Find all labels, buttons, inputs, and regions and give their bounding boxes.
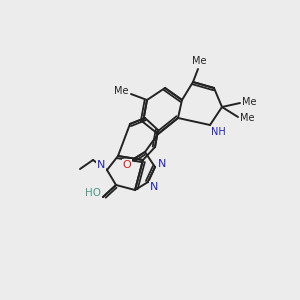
Text: NH: NH bbox=[211, 127, 225, 137]
Text: HO: HO bbox=[85, 188, 101, 198]
Text: N: N bbox=[158, 159, 166, 169]
Text: Me: Me bbox=[192, 56, 206, 66]
Text: Me: Me bbox=[114, 86, 128, 96]
Text: O: O bbox=[123, 160, 131, 170]
Text: Me: Me bbox=[240, 113, 254, 123]
Text: N: N bbox=[97, 160, 105, 170]
Text: Me: Me bbox=[242, 97, 256, 107]
Text: N: N bbox=[150, 182, 158, 192]
